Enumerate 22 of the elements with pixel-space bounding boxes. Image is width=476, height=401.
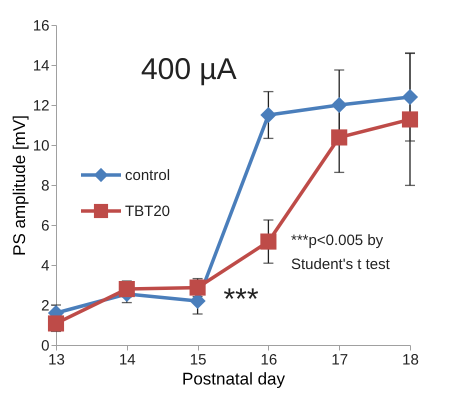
- y-tick-label: 10: [32, 138, 50, 154]
- annotation: 400 µA: [141, 53, 237, 86]
- y-tick-label: 2: [41, 298, 50, 314]
- annotation: ***: [223, 283, 259, 316]
- x-tick-label: 18: [402, 352, 419, 368]
- x-tick-label: 16: [260, 352, 278, 368]
- y-tick-label: 14: [32, 58, 50, 74]
- y-tick-label: 6: [41, 218, 50, 234]
- y-tick-label: 0: [41, 338, 50, 354]
- x-tick-label: 17: [331, 352, 348, 368]
- y-tick-label: 8: [41, 178, 50, 194]
- x-axis-title: Postnatal day: [182, 370, 286, 388]
- y-tick-label: 4: [41, 258, 50, 274]
- y-axis-title: PS amplitude [mV]: [10, 115, 29, 256]
- x-tick-label: 15: [190, 352, 206, 368]
- annotation: ***p<0.005 by Student's t test: [291, 232, 391, 273]
- legend-label: TBT20: [125, 203, 170, 220]
- legend-label: control: [125, 167, 170, 184]
- y-tick-label: 16: [32, 18, 50, 34]
- x-tick-label: 13: [48, 352, 65, 368]
- y-tick-label: 12: [32, 98, 50, 114]
- x-tick-label: 14: [118, 352, 136, 368]
